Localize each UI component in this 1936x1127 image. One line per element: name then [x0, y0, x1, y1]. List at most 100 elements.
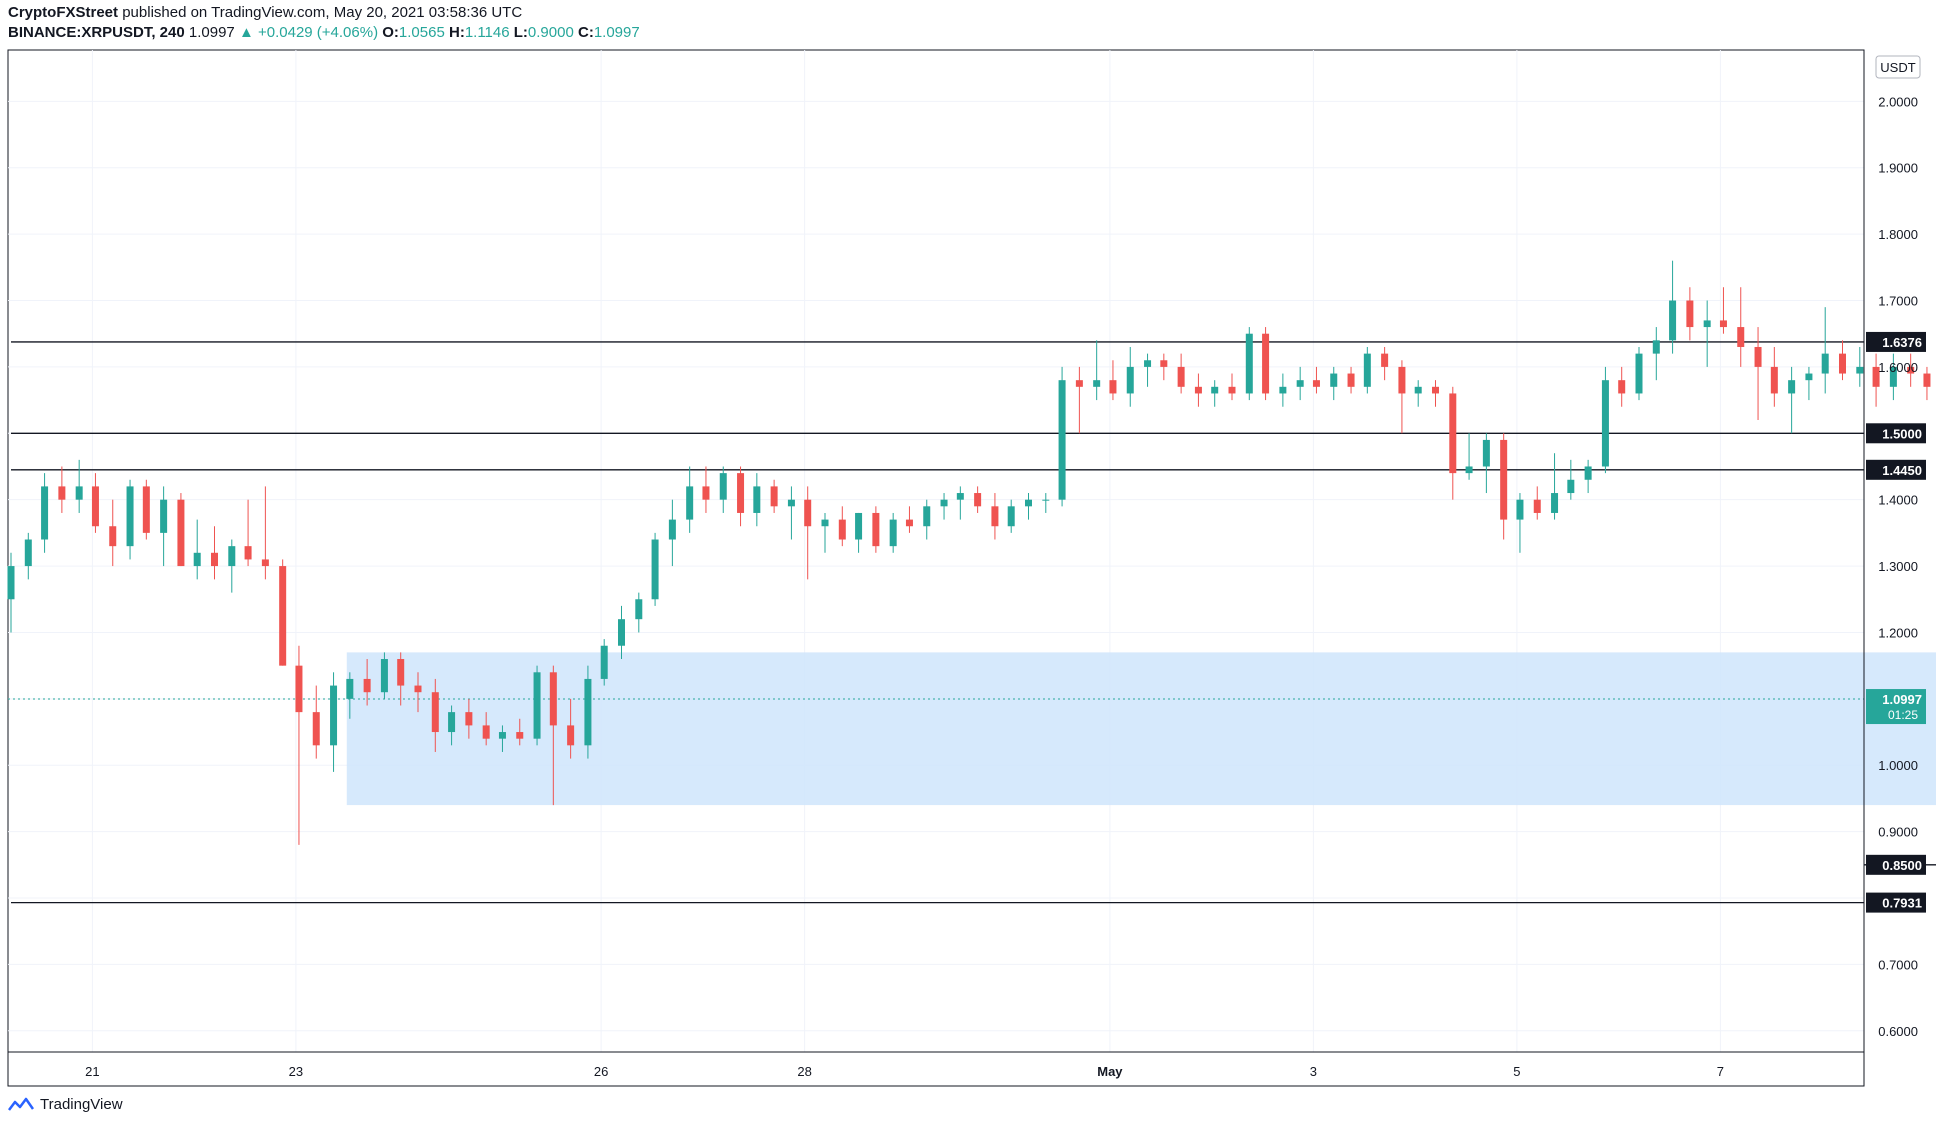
candle-body: [1363, 353, 1371, 387]
candle-up: [1025, 493, 1032, 520]
candle-up: [1007, 499, 1015, 533]
time-tick-label: 26: [594, 1064, 608, 1079]
candle-down: [702, 466, 710, 513]
candle-up: [160, 486, 168, 567]
candle-down: [431, 678, 439, 752]
candle-body: [737, 473, 745, 513]
candle-body: [1296, 380, 1304, 387]
candle-up: [855, 512, 863, 553]
time-tick-label: May: [1097, 1064, 1123, 1079]
candle-body: [41, 486, 49, 540]
time-tick-label: 5: [1513, 1064, 1520, 1079]
candle-body: [160, 499, 168, 533]
candle-body: [905, 519, 913, 527]
level-badge-box: [1866, 892, 1926, 913]
candle-body: [279, 566, 287, 666]
candle-down: [1347, 366, 1355, 394]
candle-body: [804, 499, 812, 527]
candle-body: [346, 678, 354, 699]
candle-body: [1821, 353, 1829, 374]
candle-body: [1737, 327, 1745, 347]
candle-body: [855, 512, 863, 540]
high-value: 1.1146: [464, 24, 510, 41]
candle-up: [498, 725, 506, 752]
candle-down: [567, 698, 575, 759]
candle-up: [1042, 493, 1050, 513]
price-tick-label: 0.6000: [1878, 1024, 1918, 1039]
candle-down: [312, 685, 320, 759]
publisher-name[interactable]: CryptoFXStreet: [8, 4, 119, 21]
last-price: 1.0997: [188, 24, 235, 41]
candle-body: [414, 685, 422, 693]
price-tick-label: 2.0000: [1878, 94, 1918, 109]
candle-up: [1703, 300, 1711, 367]
level-badge: 0.7931: [1866, 892, 1926, 913]
candle-down: [261, 486, 269, 580]
candle-body: [431, 692, 439, 733]
candle-body: [1465, 466, 1473, 474]
candle-down: [1262, 327, 1270, 401]
chart-header-line-2: BINANCE:XRPUSDT, 240 1.0997 ▲ +0.0429 (+…: [8, 24, 640, 41]
candle-down: [1618, 366, 1626, 407]
current-price-label: 1.0997: [1882, 692, 1922, 707]
candle-body: [91, 486, 99, 527]
candle-body: [1669, 300, 1677, 341]
candle-body: [923, 506, 931, 527]
level-badge: 1.4450: [1866, 459, 1926, 480]
candle-body: [618, 619, 625, 646]
candle-body: [635, 599, 643, 620]
candle-body: [567, 725, 575, 746]
candle-body: [75, 486, 83, 500]
candle-down: [58, 466, 66, 513]
price-tick-label: 1.0000: [1878, 758, 1918, 773]
level-badge: 0.8500: [1866, 854, 1926, 875]
candle-down: [1075, 366, 1083, 434]
candle-up: [1652, 327, 1660, 381]
currency-badge[interactable]: USDT: [1875, 55, 1921, 79]
candle-body: [1551, 493, 1559, 513]
level-badge-box: [1866, 331, 1926, 352]
candle-up: [923, 499, 931, 540]
demand-zone: [346, 652, 1936, 806]
candle-body: [193, 552, 201, 567]
candle-down: [1194, 373, 1202, 407]
candle-up: [7, 552, 15, 633]
grid: [8, 50, 1864, 1052]
candle-up: [1805, 366, 1813, 401]
candle-body: [24, 539, 32, 567]
candle-body: [753, 486, 761, 513]
candle-up: [1821, 307, 1829, 394]
candle-down: [1839, 340, 1846, 381]
candle-up: [1126, 346, 1134, 407]
candle-up: [380, 652, 388, 699]
tradingview-logo[interactable]: TradingView: [8, 1096, 123, 1113]
candle-down: [211, 526, 218, 580]
candle-body: [1788, 380, 1796, 394]
candle-body: [584, 678, 592, 746]
candle-body: [991, 506, 999, 527]
candle-body: [974, 493, 982, 507]
candle-down: [549, 665, 557, 806]
open-value: 1.0565: [398, 24, 445, 41]
candle-down: [838, 506, 846, 547]
candle-down: [804, 486, 812, 580]
price-tick-label: 0.9000: [1878, 825, 1918, 840]
low-label: L:: [513, 24, 528, 41]
candle-body: [1228, 386, 1236, 394]
candle-down: [1228, 373, 1236, 401]
candle-body: [1500, 439, 1508, 520]
candle-body: [1533, 499, 1541, 513]
candle-body: [940, 499, 948, 507]
candle-body: [668, 519, 676, 540]
candle-body: [1025, 499, 1032, 507]
candle-body: [1381, 353, 1389, 367]
current-price-badge-box: [1866, 689, 1926, 725]
candle-up: [686, 466, 694, 533]
tradingview-brand: TradingView: [40, 1096, 123, 1113]
level-badge-label: 1.4450: [1882, 463, 1922, 478]
candle-down: [737, 466, 745, 527]
time-axis[interactable]: 21232628May3571012141719212426: [85, 1064, 1936, 1079]
candle-down: [397, 652, 405, 706]
